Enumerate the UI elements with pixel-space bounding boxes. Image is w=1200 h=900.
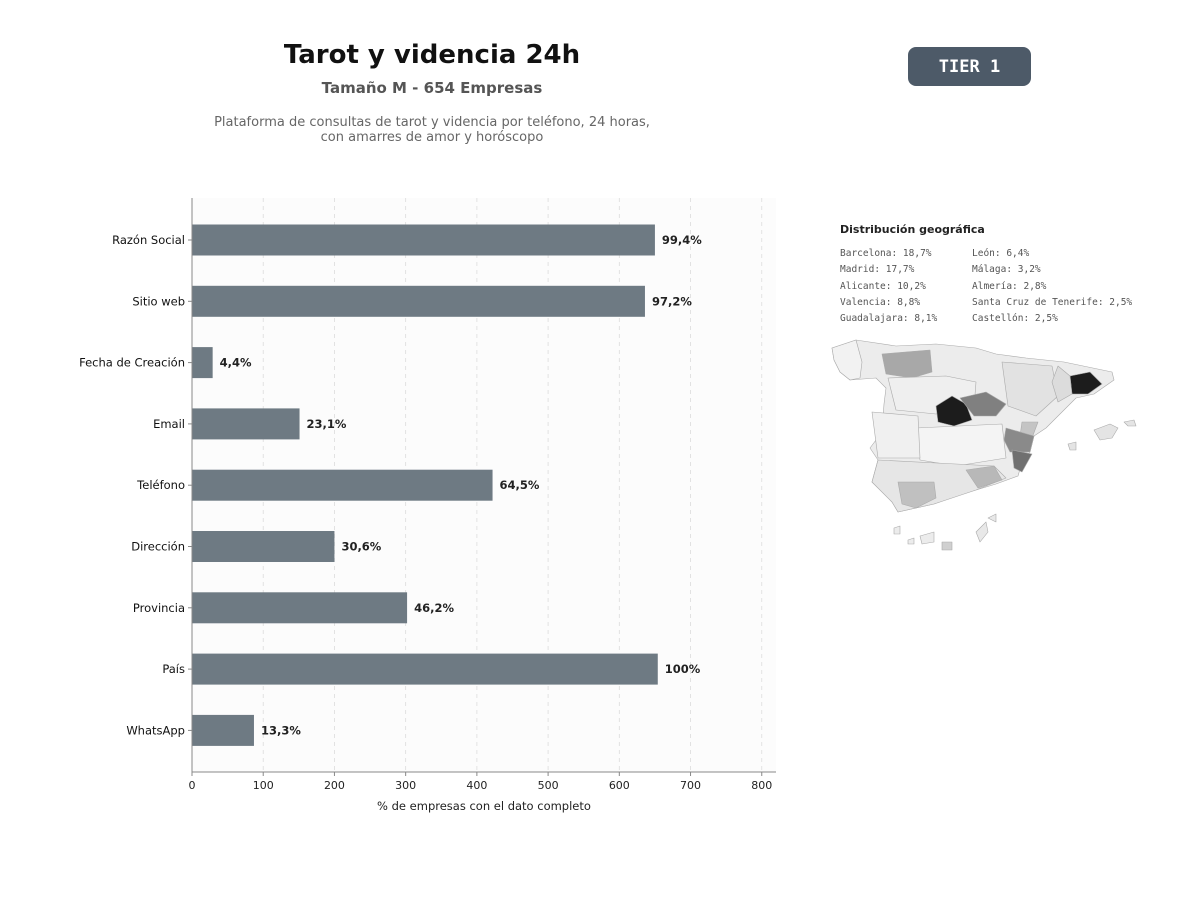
y-tick-label: Sitio web [132,294,185,308]
chart-subtitle: Tamaño M - 654 Empresas [321,79,543,97]
geo-item: Guadalajara: 8,1% [840,313,938,325]
bar-chart: Razón Social 99,4% Sitio web 97,2% Fecha de … [79,198,776,813]
geo-item: Barcelona: 18,7% [840,248,932,259]
data-label: 46,2% [414,601,454,615]
data-label: 30,6% [341,540,381,554]
data-label: 13,3% [261,723,301,737]
geo-title: Distribución geográfica [840,223,985,236]
map-extremadura [871,411,921,459]
map-canary-1 [893,525,901,535]
x-tick-label: 600 [609,779,630,792]
geo-item: Almería: 2,8% [972,280,1047,292]
map-mallorca [1093,423,1119,441]
chart-title: Tarot y videncia 24h [283,40,581,70]
bar [192,224,655,256]
x-tick-label: 100 [253,779,274,792]
bar [192,653,658,685]
map-canary-4 [941,541,953,551]
map-canary-3 [919,531,935,545]
geo-item: Santa Cruz de Tenerife: 2,5% [972,296,1133,308]
map-catalonia-rest [1051,365,1073,403]
y-tick-label: WhatsApp [126,723,185,737]
map-leon [881,349,933,379]
map-ibiza [1067,441,1077,451]
y-tick-label: Razón Social [112,233,185,247]
x-tick-label: 500 [538,779,559,792]
geo-item: Castellón: 2,5% [972,313,1058,325]
x-tick-label: 400 [466,779,487,792]
data-label: 99,4% [662,233,702,247]
map-canary-6 [987,513,997,523]
map-madrid [935,395,973,427]
map-castilla-la-mancha [915,423,1007,467]
data-label: 4,4% [220,356,252,370]
map-aragon [1001,361,1059,417]
bar [192,531,335,562]
x-tick-label: 300 [395,779,416,792]
map-guadalajara [959,391,1007,417]
map-canary-2 [907,537,915,545]
bar [192,592,408,624]
geo-item: Madrid: 17,7% [840,264,915,276]
data-label: 97,2% [652,294,692,308]
map-menorca [1123,419,1137,427]
bar [192,469,493,501]
description-line-2: con amarres de amor y horóscopo [320,130,544,145]
spain-map [831,339,1137,551]
description: Plataforma de consultas de tarot y viden… [192,115,672,145]
x-axis-label: % de empresas con el dato completo [377,799,591,813]
geo-item: León: 6,4% [972,248,1030,259]
y-tick-label: Dirección [131,540,185,554]
geo-item: Valencia: 8,8% [840,296,921,308]
bar [192,347,213,379]
x-ticks: 0 100 200 300 400 500 600 700 800 [189,772,772,792]
map-almeria [965,465,1003,489]
bar [192,714,254,746]
bar [192,408,300,440]
x-tick-label: 800 [751,779,772,792]
data-label: 23,1% [307,417,347,431]
bar [192,285,645,317]
x-tick-label: 700 [680,779,701,792]
tier-badge: TIER 1 [908,47,1031,86]
data-label: 100% [665,662,701,676]
map-galicia [831,339,863,381]
y-tick-label: Provincia [133,601,185,615]
map-malaga [897,481,937,509]
x-tick-label: 0 [189,779,196,792]
map-canary-5 [975,521,989,543]
data-label: 64,5% [500,478,540,492]
y-tick-label: Fecha de Creación [79,356,185,370]
bars-group: Razón Social 99,4% Sitio web 97,2% Fecha de … [79,224,702,746]
y-tick-label: País [162,662,185,676]
geo-list-col-2: León: 6,4% Málaga: 3,2% Almería: 2,8% Sa… [972,246,1132,327]
geo-item: Alicante: 10,2% [840,280,926,292]
geo-list-col-1: Barcelona: 18,7% Madrid: 17,7% Alicante:… [840,246,937,327]
geo-item: Málaga: 3,2% [972,264,1041,276]
y-tick-label: Email [153,417,185,431]
y-tick-label: Teléfono [136,478,185,492]
x-tick-label: 200 [324,779,345,792]
map-alicante [1011,449,1033,473]
description-line-1: Plataforma de consultas de tarot y viden… [214,115,650,130]
